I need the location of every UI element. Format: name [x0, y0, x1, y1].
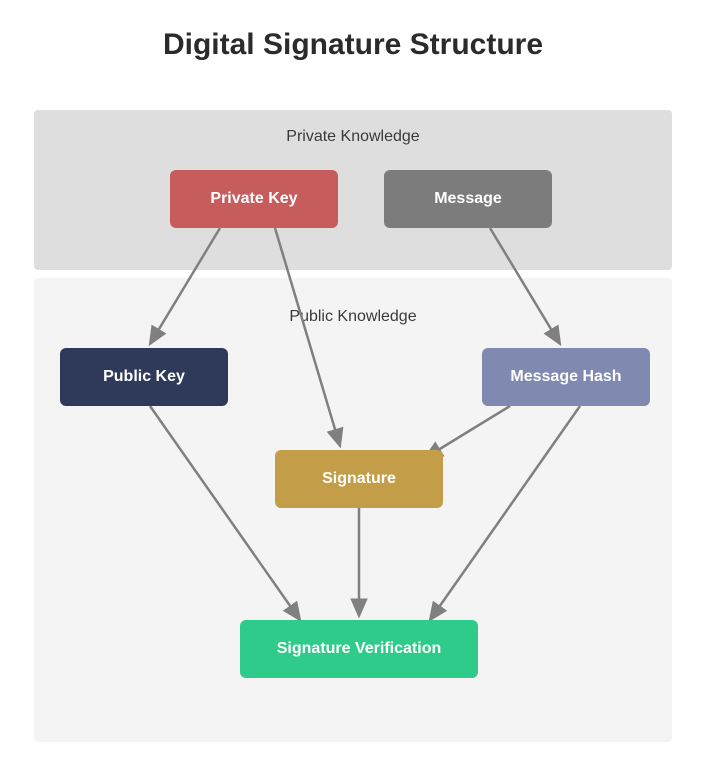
node-verification: Signature Verification [240, 620, 478, 678]
region-private-label: Private Knowledge [0, 128, 706, 146]
node-message: Message [384, 170, 552, 228]
node-public-key: Public Key [60, 348, 228, 406]
node-private-key: Private Key [170, 170, 338, 228]
node-message-hash: Message Hash [482, 348, 650, 406]
node-signature: Signature [275, 450, 443, 508]
page-title: Digital Signature Structure [0, 0, 706, 62]
region-public-label: Public Knowledge [0, 308, 706, 326]
